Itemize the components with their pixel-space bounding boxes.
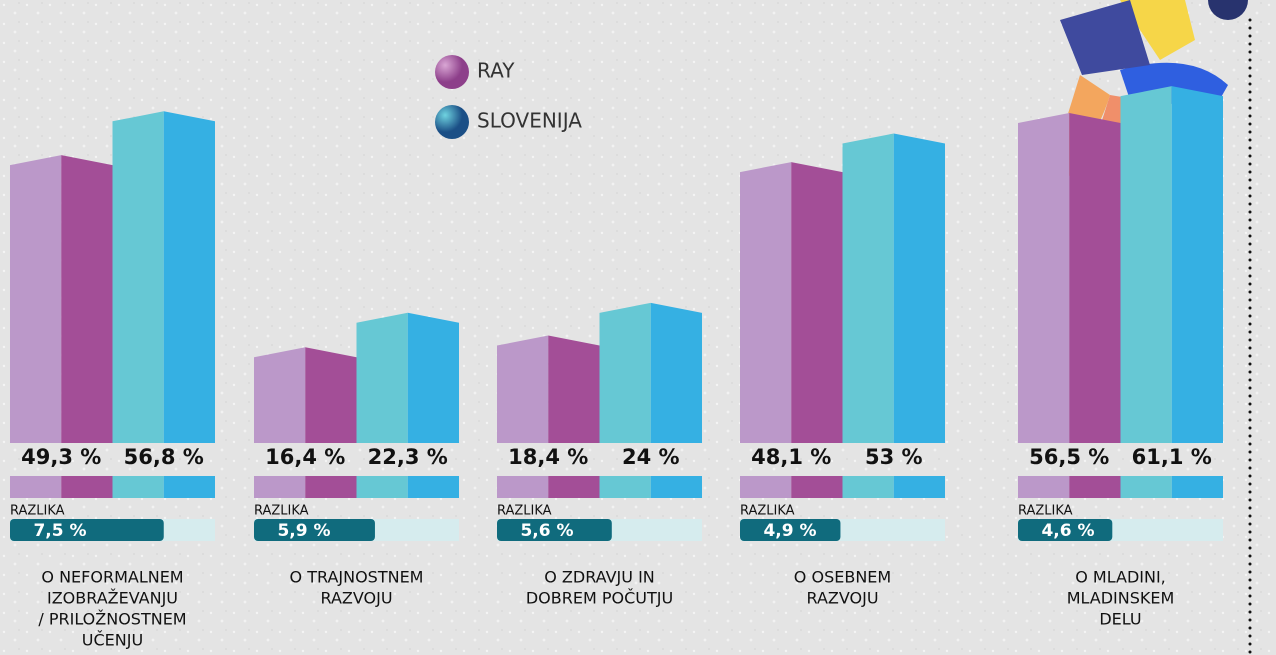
value-label: 48,1 % — [751, 445, 831, 469]
bar-face-left — [113, 111, 164, 443]
category-label: DOBREM POČUTJU — [526, 589, 673, 608]
bar-face-left — [740, 162, 791, 443]
bar — [10, 155, 113, 443]
category-label: DELU — [1099, 610, 1141, 629]
category-label: O NEFORMALNEM — [41, 568, 183, 587]
color-strip — [305, 476, 356, 498]
category-label: UČENJU — [82, 631, 143, 650]
category-label: O OSEBNEM — [794, 568, 891, 587]
color-strip — [113, 476, 164, 498]
value-label: 16,4 % — [265, 445, 345, 469]
category-label: MLADINSKEM — [1067, 589, 1175, 608]
chart: RAY SLOVENIJA 49,3 % 56,8 % RAZLIKA 7,5 % O N… — [0, 0, 1276, 655]
bar-face-right — [1069, 113, 1120, 443]
bar-face-left — [357, 313, 408, 443]
difference-label: 7,5 % — [33, 521, 86, 541]
bar-face-right — [408, 313, 459, 443]
color-strip — [254, 476, 305, 498]
value-label: 56,5 % — [1029, 445, 1109, 469]
bar — [1121, 86, 1224, 443]
category-label: RAZVOJU — [320, 589, 392, 608]
bar-face-right — [791, 162, 842, 443]
bar-face-left — [1121, 86, 1172, 443]
bar-face-right — [305, 347, 356, 443]
category-label: IZOBRAŽEVANJU — [47, 589, 178, 608]
bar — [113, 111, 216, 443]
color-strip — [164, 476, 215, 498]
category-label: O ZDRAVJU IN — [544, 568, 655, 587]
bar-face-left — [600, 303, 651, 443]
color-strip — [408, 476, 459, 498]
color-strip — [357, 476, 408, 498]
color-strip — [1069, 476, 1120, 498]
difference-title: RAZLIKA — [497, 504, 552, 519]
difference-label: 4,6 % — [1041, 521, 1094, 541]
color-strip — [843, 476, 894, 498]
bar-face-right — [894, 133, 945, 443]
bar — [497, 336, 600, 443]
value-label: 56,8 % — [124, 445, 204, 469]
category-label: O MLADINI, — [1075, 568, 1166, 587]
value-label: 53 % — [865, 445, 923, 469]
legend-swatch — [435, 105, 469, 139]
difference-title: RAZLIKA — [1018, 504, 1073, 519]
color-strip — [894, 476, 945, 498]
color-strip — [548, 476, 599, 498]
color-strip — [1172, 476, 1223, 498]
color-strip — [1018, 476, 1069, 498]
category-label: O TRAJNOSTNEM — [290, 568, 424, 587]
legend-label: RAY — [477, 59, 515, 83]
bar-face-left — [1018, 113, 1069, 443]
bar — [600, 303, 703, 443]
bar-face-left — [843, 133, 894, 443]
bar-face-right — [164, 111, 215, 443]
category-label: RAZVOJU — [806, 589, 878, 608]
bar — [254, 347, 357, 443]
difference-label: 5,6 % — [520, 521, 573, 541]
bar-face-left — [497, 336, 548, 443]
bar-face-left — [254, 347, 305, 443]
color-strip — [651, 476, 702, 498]
color-strip — [497, 476, 548, 498]
bar-face-right — [61, 155, 112, 443]
color-strip — [10, 476, 61, 498]
value-label: 24 % — [622, 445, 680, 469]
difference-label: 5,9 % — [277, 521, 330, 541]
difference-title: RAZLIKA — [740, 504, 795, 519]
bar — [357, 313, 460, 443]
value-label: 18,4 % — [508, 445, 588, 469]
color-strip — [740, 476, 791, 498]
bar-face-right — [651, 303, 702, 443]
difference-title: RAZLIKA — [10, 504, 65, 519]
color-strip — [61, 476, 112, 498]
bar — [843, 133, 946, 443]
legend-label: SLOVENIJA — [477, 109, 582, 133]
color-strip — [600, 476, 651, 498]
color-strip — [1121, 476, 1172, 498]
value-label: 61,1 % — [1132, 445, 1212, 469]
bar — [1018, 113, 1121, 443]
value-label: 49,3 % — [21, 445, 101, 469]
legend-swatch — [435, 55, 469, 89]
bar-face-right — [1172, 86, 1223, 443]
value-label: 22,3 % — [368, 445, 448, 469]
bar — [740, 162, 843, 443]
color-strip — [791, 476, 842, 498]
category-label: / PRILOŽNOSTNEM — [38, 610, 186, 629]
bar-face-left — [10, 155, 61, 443]
bar-face-right — [548, 336, 599, 443]
difference-title: RAZLIKA — [254, 504, 309, 519]
difference-label: 4,9 % — [763, 521, 816, 541]
